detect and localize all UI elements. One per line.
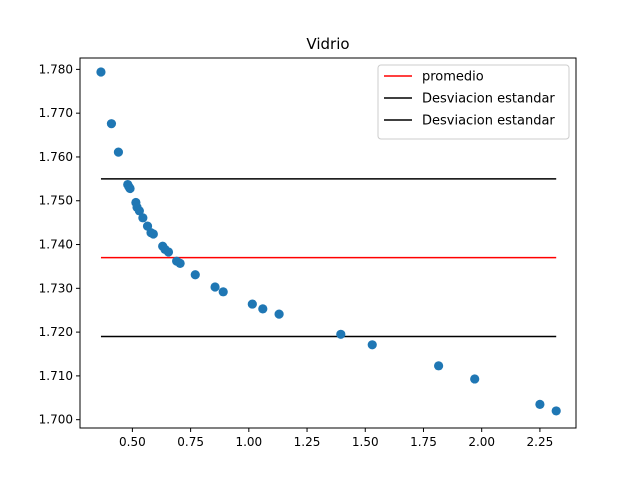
y-tick-label: 1.710: [39, 369, 73, 383]
data-point: [258, 304, 268, 314]
y-axis: 1.700 1.710 1.720 1.730 1.740 1.750 1.760 1.770…: [39, 62, 80, 427]
data-point: [210, 282, 220, 292]
x-tick-label: 1.00: [235, 435, 262, 449]
data-point: [163, 247, 174, 257]
x-axis: 0.50 0.75 1.00 1.25 1.50 1.75 2.00 2.25: [119, 428, 553, 449]
x-tick-label: 1.75: [410, 435, 437, 449]
data-point: [96, 67, 106, 77]
data-point: [274, 309, 284, 319]
legend-label: promedio: [422, 70, 484, 85]
data-point: [106, 119, 117, 129]
data-point: [134, 206, 144, 216]
data-point: [113, 147, 124, 157]
data-point: [175, 258, 185, 268]
legend-label: Desviacion estandar: [422, 114, 555, 129]
y-tick-label: 1.740: [39, 238, 73, 252]
axes-frame: [79, 57, 577, 429]
data-point: [336, 329, 346, 339]
data-point: [470, 374, 480, 384]
data-point: [148, 229, 158, 239]
x-tick-label: 0.50: [119, 435, 146, 449]
y-tick-label: 1.730: [39, 281, 73, 295]
legend-label: Desviacion estandar: [422, 92, 555, 107]
y-tick-label: 1.720: [39, 325, 73, 339]
data-point: [190, 270, 200, 280]
chart-title: Vidrio: [306, 35, 349, 53]
y-tick-label: 1.700: [39, 413, 73, 427]
data-point: [551, 406, 561, 416]
reference-lines: [100, 178, 557, 338]
x-tick-label: 2.25: [527, 435, 554, 449]
y-tick-label: 1.750: [39, 194, 73, 208]
data-point: [125, 183, 135, 194]
y-tick-label: 1.760: [39, 150, 73, 164]
data-point: [218, 287, 228, 297]
legend-box: [377, 64, 570, 140]
x-tick-label: 2.00: [468, 435, 495, 449]
y-tick-label: 1.780: [39, 62, 73, 76]
x-tick-label: 1.25: [294, 435, 321, 449]
x-tick-label: 0.75: [177, 435, 204, 449]
x-tick-label: 1.50: [352, 435, 379, 449]
data-point: [247, 299, 257, 309]
y-tick-label: 1.770: [39, 106, 73, 120]
data-point: [535, 399, 545, 409]
data-point: [367, 340, 377, 350]
legend: promedio Desviacion estandar Desviacion es…: [377, 64, 570, 140]
data-point: [434, 361, 444, 371]
data-point: [138, 213, 148, 223]
data-points: [96, 67, 561, 416]
